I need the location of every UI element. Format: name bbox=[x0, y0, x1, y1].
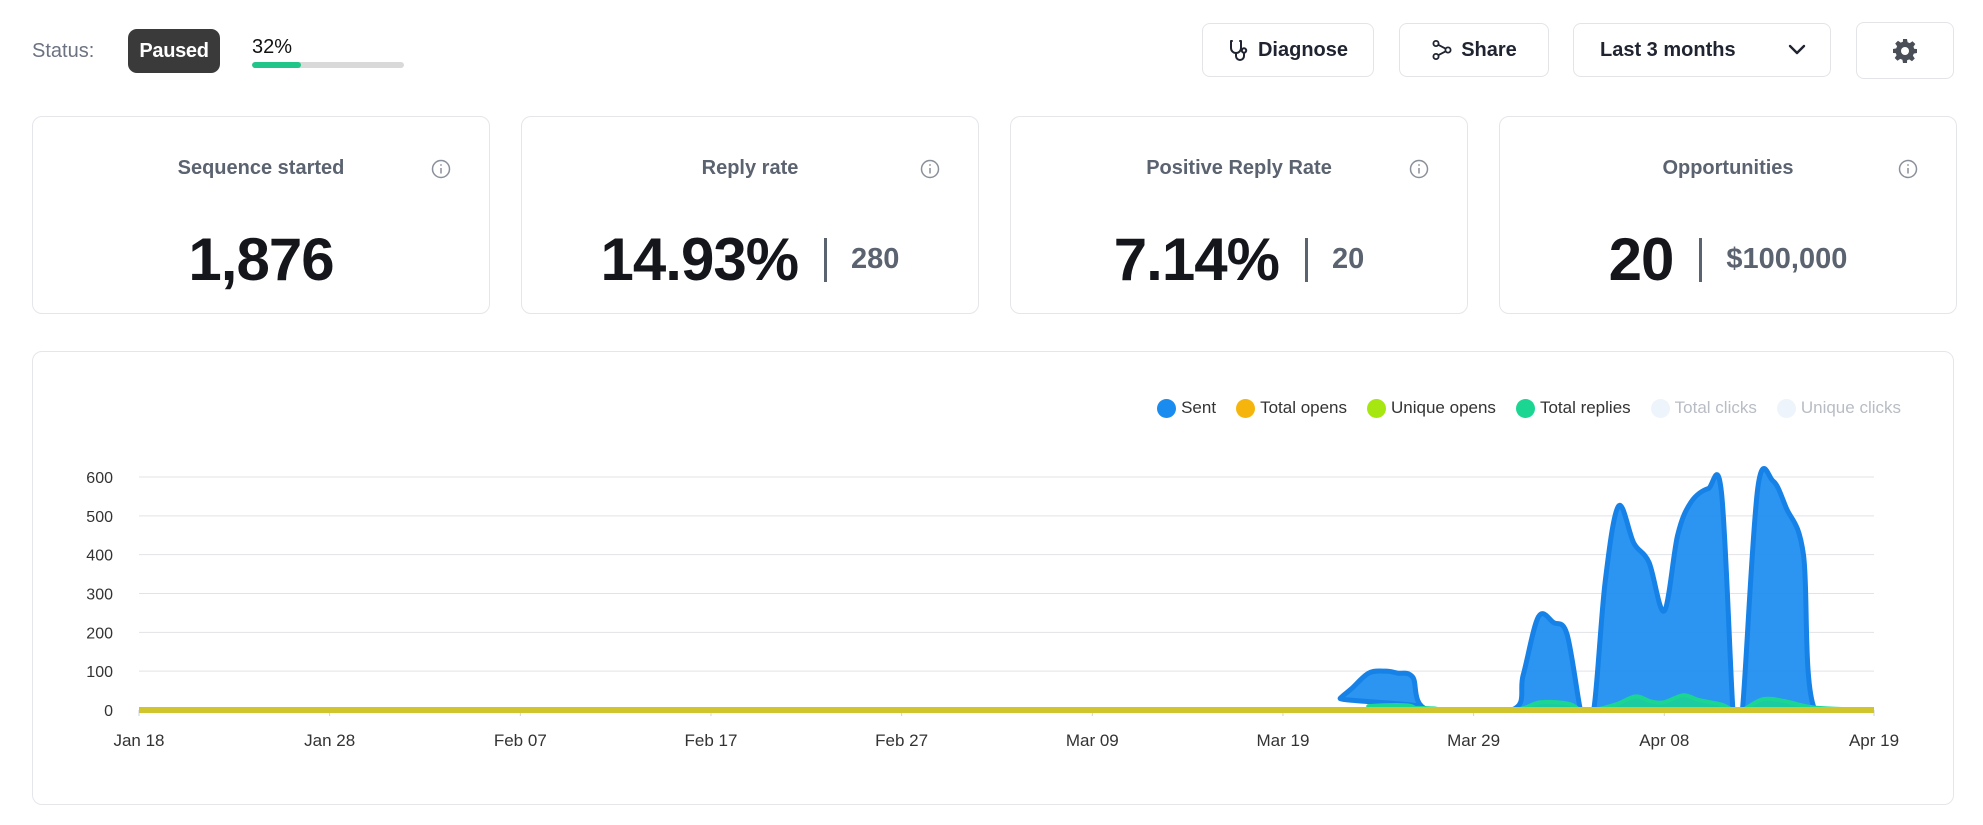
card-secondary-value: $100,000 bbox=[1726, 243, 1848, 275]
info-icon[interactable] bbox=[431, 159, 451, 179]
legend-swatch bbox=[1650, 398, 1670, 418]
progress-fill bbox=[252, 62, 301, 68]
card-value: 20 bbox=[1608, 226, 1675, 293]
x-tick-label: Apr 08 bbox=[1639, 731, 1689, 750]
share-button[interactable]: Share bbox=[1399, 23, 1549, 77]
legend-label: Unique clicks bbox=[1800, 398, 1901, 417]
legend-item[interactable]: Unique clicks bbox=[1776, 398, 1901, 418]
top-bar: Status: Paused 32% Diagnose Share Last 3… bbox=[0, 0, 1983, 100]
legend-item[interactable]: Total clicks bbox=[1650, 398, 1757, 418]
card-value-row: 7.14% 20 bbox=[1011, 225, 1467, 294]
stat-card-reply-rate: Reply rate 14.93% 280 bbox=[521, 116, 979, 314]
x-tick-label: Feb 07 bbox=[494, 731, 547, 750]
status-label: Status: bbox=[32, 40, 95, 62]
card-title: Opportunities bbox=[1662, 157, 1794, 179]
value-separator bbox=[1699, 237, 1703, 282]
date-range-label: Last 3 months bbox=[1600, 38, 1736, 61]
x-tick-label: Jan 28 bbox=[304, 731, 355, 750]
share-label: Share bbox=[1461, 38, 1517, 61]
legend-item[interactable]: Total replies bbox=[1515, 398, 1631, 418]
card-value-row: 20 $100,000 bbox=[1500, 225, 1956, 294]
y-tick-label: 0 bbox=[104, 703, 113, 720]
x-tick-label: Mar 19 bbox=[1256, 731, 1309, 750]
chevron-down-icon bbox=[1788, 44, 1806, 56]
card-title: Sequence started bbox=[177, 157, 345, 179]
legend-swatch bbox=[1236, 398, 1256, 418]
value-separator bbox=[824, 237, 828, 282]
settings-button[interactable] bbox=[1856, 22, 1954, 79]
stethoscope-icon bbox=[1228, 38, 1250, 62]
legend-label: Total replies bbox=[1539, 398, 1631, 417]
progress-text: 32% bbox=[252, 36, 293, 58]
y-tick-label: 600 bbox=[86, 470, 113, 487]
stat-card-positive-reply-rate: Positive Reply Rate 7.14% 20 bbox=[1010, 116, 1468, 314]
card-value: 7.14% bbox=[1113, 226, 1280, 293]
legend-label: Unique opens bbox=[1391, 398, 1496, 417]
info-icon[interactable] bbox=[1898, 159, 1918, 179]
diagnose-label: Diagnose bbox=[1257, 38, 1349, 61]
diagnose-button[interactable]: Diagnose bbox=[1202, 23, 1374, 77]
activity-chart: 0 100 200 300 400 500 600 Jan 18 Jan 28 Feb 07 Feb… bbox=[86, 466, 1899, 750]
card-secondary-value: 280 bbox=[851, 243, 900, 275]
progress-bar bbox=[252, 62, 404, 68]
stat-card-opportunities: Opportunities 20 $100,000 bbox=[1499, 116, 1957, 314]
stat-card-sequence-started: Sequence started 1,876 bbox=[32, 116, 490, 314]
legend-swatch bbox=[1776, 398, 1796, 418]
gear-icon bbox=[1892, 38, 1918, 64]
chart-legend: Sent Total opens Unique opens Total replies… bbox=[1137, 398, 1901, 418]
legend-item[interactable]: Unique opens bbox=[1367, 398, 1496, 418]
card-title: Reply rate bbox=[701, 157, 799, 179]
date-range-select[interactable]: Last 3 months bbox=[1573, 23, 1831, 77]
legend-swatch bbox=[1515, 398, 1535, 418]
legend-item[interactable]: Sent bbox=[1157, 398, 1216, 418]
legend-label: Total clicks bbox=[1674, 398, 1757, 417]
value-separator bbox=[1304, 237, 1308, 282]
activity-chart-card: Sent Total opens Unique opens Total replies… bbox=[32, 351, 1954, 805]
card-value-row: 1,876 bbox=[33, 225, 489, 294]
series-area-sent bbox=[139, 468, 1874, 710]
info-icon[interactable] bbox=[920, 159, 940, 179]
x-tick-label: Jan 18 bbox=[113, 731, 164, 750]
series-line-sent bbox=[139, 466, 1874, 713]
y-tick-label: 500 bbox=[86, 509, 113, 526]
legend-label: Total opens bbox=[1260, 398, 1348, 417]
x-tick-label: Feb 27 bbox=[875, 731, 928, 750]
y-tick-label: 200 bbox=[86, 625, 113, 642]
y-tick-label: 300 bbox=[86, 587, 113, 604]
card-title: Positive Reply Rate bbox=[1146, 157, 1332, 179]
x-tick-label: Mar 29 bbox=[1447, 731, 1500, 750]
card-value: 1,876 bbox=[188, 226, 334, 293]
y-tick-label: 400 bbox=[86, 548, 113, 565]
legend-swatch bbox=[1367, 398, 1387, 418]
card-value-row: 14.93% 280 bbox=[522, 225, 978, 294]
status-badge[interactable]: Paused bbox=[128, 29, 220, 73]
legend-swatch bbox=[1157, 398, 1177, 418]
share-icon bbox=[1431, 39, 1453, 61]
x-tick-label: Mar 09 bbox=[1066, 731, 1119, 750]
x-tick-label: Feb 17 bbox=[685, 731, 738, 750]
x-tick-label: Apr 19 bbox=[1849, 731, 1899, 750]
card-value: 14.93% bbox=[600, 226, 799, 293]
legend-label: Sent bbox=[1181, 398, 1217, 417]
legend-item[interactable]: Total opens bbox=[1236, 398, 1347, 418]
card-secondary-value: 20 bbox=[1331, 243, 1365, 275]
y-tick-label: 100 bbox=[86, 664, 113, 681]
info-icon[interactable] bbox=[1409, 159, 1429, 179]
